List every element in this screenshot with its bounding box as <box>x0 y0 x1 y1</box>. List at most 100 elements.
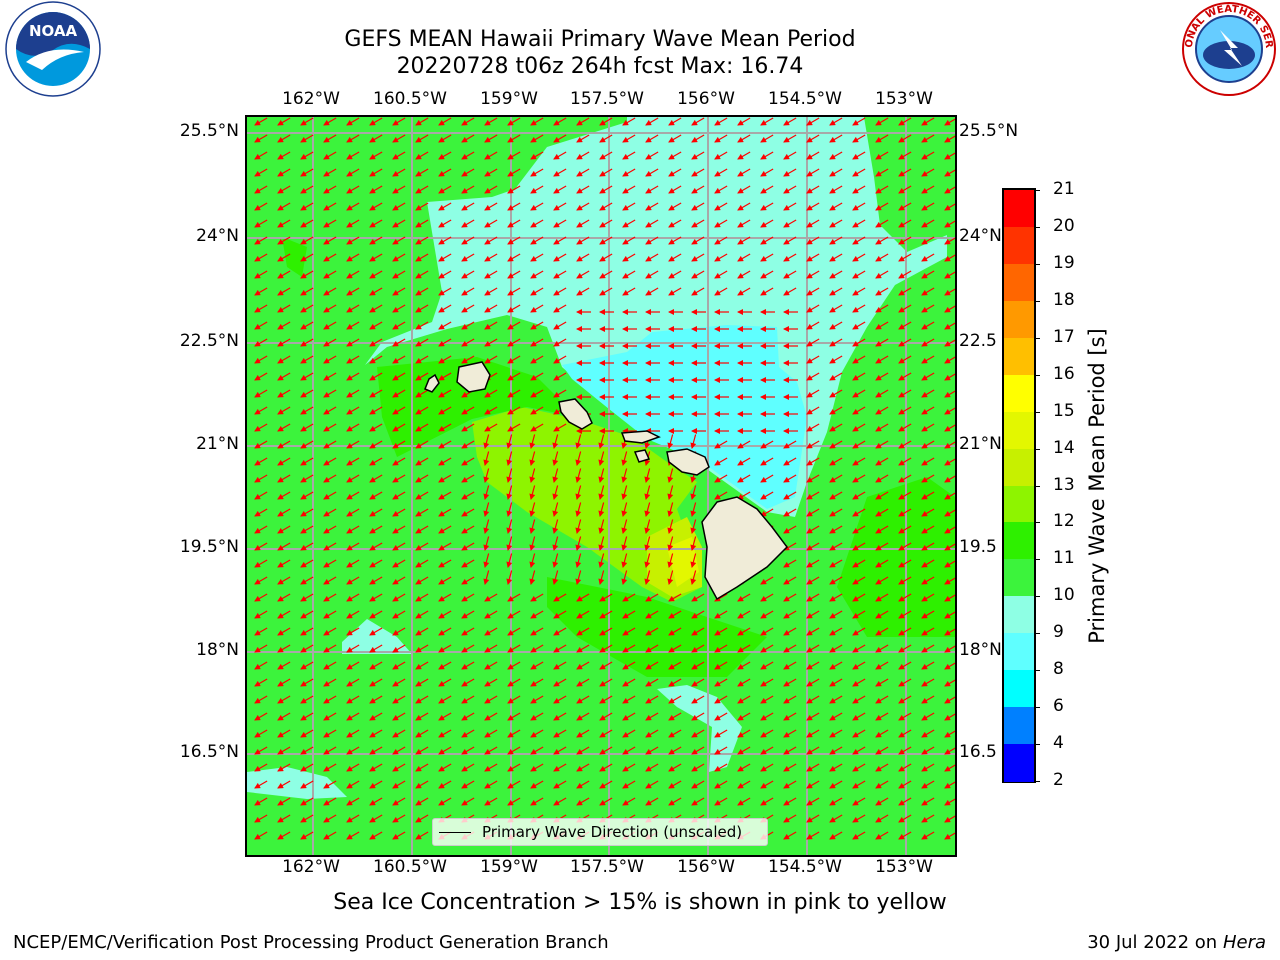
wave-arrow <box>806 474 820 483</box>
wave-arrow <box>438 304 452 313</box>
wave-arrow <box>806 423 820 432</box>
wave-arrow <box>898 355 912 364</box>
wave-arrow <box>737 202 751 211</box>
wave-arrow <box>645 219 659 228</box>
wave-arrow <box>944 645 955 653</box>
wave-arrow <box>369 542 383 551</box>
wave-arrow <box>323 185 337 194</box>
wave-arrow <box>277 372 291 381</box>
wave-arrow <box>323 304 337 313</box>
wave-arrow <box>484 168 498 177</box>
wave-arrow <box>553 253 567 262</box>
wave-arrow <box>507 372 521 381</box>
wave-arrow <box>944 152 955 160</box>
wave-arrow <box>484 627 498 636</box>
wave-arrow <box>369 457 383 466</box>
wave-arrow <box>714 202 728 211</box>
wave-arrow <box>829 491 843 500</box>
wave-arrow <box>323 457 337 466</box>
wave-arrow <box>461 542 475 551</box>
wave-arrow <box>484 389 498 398</box>
wave-arrow <box>461 678 475 687</box>
wave-arrow <box>392 627 406 636</box>
wave-arrow <box>852 236 866 245</box>
wave-arrow <box>737 134 751 143</box>
wave-arrow <box>277 525 291 534</box>
wave-arrow <box>300 338 314 347</box>
wave-arrow <box>415 695 429 704</box>
wave-arrow <box>461 185 475 194</box>
wave-arrow <box>898 270 912 279</box>
wave-arrow <box>392 338 406 347</box>
wave-arrow <box>277 712 291 721</box>
wave-arrow <box>668 610 682 619</box>
wave-arrow <box>300 321 314 330</box>
wave-arrow <box>461 168 475 177</box>
wave-arrow <box>875 321 889 330</box>
wave-arrow <box>483 536 490 551</box>
lon-label-top: 160.5°W <box>373 89 447 109</box>
wave-arrow <box>484 270 498 279</box>
wave-arrow <box>691 695 705 704</box>
wave-arrow <box>898 372 912 381</box>
wave-arrow <box>852 491 866 500</box>
wave-arrow <box>553 117 567 126</box>
wave-arrow <box>645 661 659 670</box>
wave-arrow <box>760 644 774 653</box>
wave-arrow <box>667 434 674 449</box>
wave-arrow <box>783 219 797 228</box>
wave-arrow <box>530 168 544 177</box>
wave-arrow <box>806 406 820 415</box>
colorbar-tick-label: 11 <box>1053 548 1075 569</box>
wave-arrow <box>438 219 452 228</box>
wave-arrow <box>898 542 912 551</box>
wave-arrow <box>507 168 521 177</box>
wave-arrow <box>575 536 582 551</box>
wave-arrow <box>667 468 674 483</box>
wave-arrow <box>714 151 728 160</box>
colorbar-cell <box>1004 596 1034 634</box>
wave-arrow <box>369 491 383 500</box>
wave-arrow <box>323 372 337 381</box>
wave-arrow <box>944 577 955 585</box>
wave-arrow <box>599 253 613 262</box>
wave-arrow <box>668 695 682 704</box>
wave-arrow <box>875 542 889 551</box>
wave-arrow <box>760 457 774 466</box>
wave-arrow <box>392 355 406 364</box>
wave-arrow <box>898 559 912 568</box>
wave-arrow <box>300 423 314 432</box>
wave-arrow <box>415 491 429 500</box>
lat-label-left: 25.5°N <box>179 121 239 141</box>
wave-arrow <box>852 372 866 381</box>
wave-arrow <box>898 134 912 143</box>
wave-arrow <box>507 185 521 194</box>
wave-arrow <box>783 661 797 670</box>
wave-arrow <box>783 287 797 296</box>
wave-arrow <box>300 576 314 585</box>
wave-arrow <box>392 423 406 432</box>
wave-arrow <box>484 321 498 330</box>
wave-arrow <box>760 695 774 704</box>
wave-arrow <box>392 559 406 568</box>
wave-arrow <box>691 627 705 636</box>
wave-arrow <box>599 270 613 279</box>
wave-arrow <box>921 304 935 313</box>
wave-arrow <box>875 151 889 160</box>
wave-arrow <box>921 423 935 432</box>
wave-arrow <box>415 423 429 432</box>
wave-arrow <box>667 502 674 517</box>
colorbar-tick-label: 21 <box>1053 179 1075 199</box>
wave-arrow <box>552 553 559 568</box>
wave-arrow <box>944 696 955 704</box>
wave-arrow <box>760 134 774 143</box>
wave-arrow <box>254 661 268 670</box>
wave-arrow <box>346 168 360 177</box>
wave-arrow <box>944 135 955 143</box>
wave-arrow <box>598 451 605 466</box>
wave-arrow <box>254 610 268 619</box>
wave-arrow <box>529 570 536 585</box>
wave-arrow <box>921 321 935 330</box>
wave-arrow <box>346 117 360 126</box>
wave-arrow <box>415 661 429 670</box>
